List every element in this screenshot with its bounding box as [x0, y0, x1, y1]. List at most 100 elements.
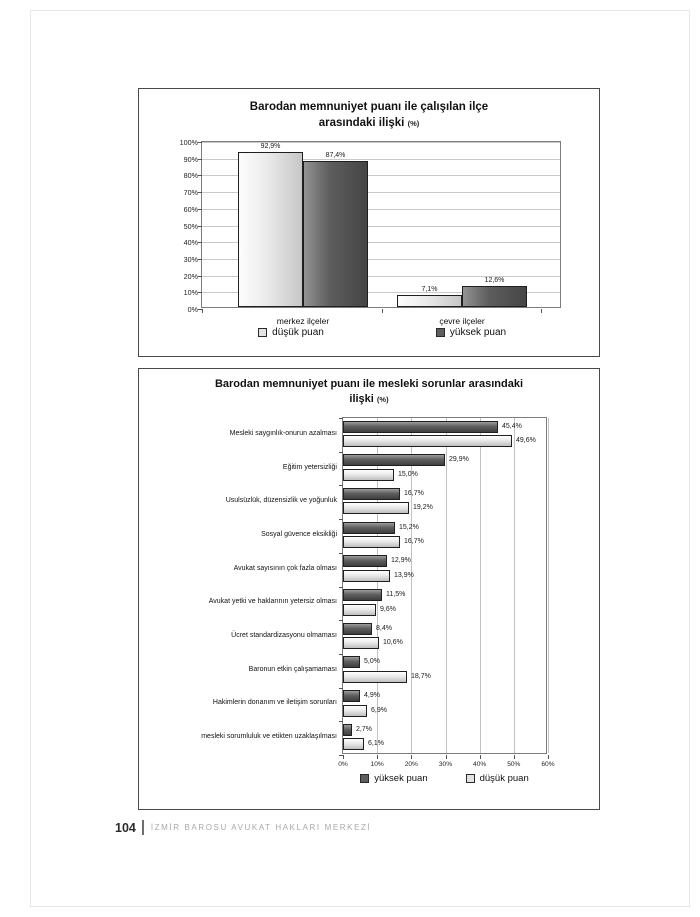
category-label: Baronun etkin çalışamaması	[248, 665, 337, 673]
bar-dusuk	[397, 295, 462, 307]
category-axis-tick	[339, 418, 343, 419]
chart-title-line1: Barodan memnuniyet puanı ile mesleki sor…	[214, 378, 524, 390]
gridline	[202, 175, 560, 177]
x-axis-tick	[377, 755, 379, 759]
y-axis-tick	[198, 192, 202, 194]
bar-dusuk	[238, 152, 303, 307]
district-chart-panel: Barodan memnuniyet puanı ile çalışılan i…	[138, 88, 600, 357]
value-label: 7,1%	[421, 286, 438, 293]
bar-dusuk	[343, 468, 394, 481]
category-label: Usulsüzlük, düzensizlik ve yoğunluk	[225, 497, 337, 505]
value-label: 18,7%	[411, 672, 431, 680]
x-axis-tick	[411, 755, 413, 759]
plot-area: 0% 10% 20% 30% 40% 50% 60% 70% 80% 90% 100% 92,9% 87…	[180, 138, 561, 326]
value-label: 5,0%	[364, 658, 380, 666]
x-axis-tick	[202, 309, 203, 313]
category-axis-tick	[339, 620, 343, 622]
category-axis-tick	[339, 687, 343, 689]
plot-area: 0% 10% 20% 30% 40% 50% 60% 45,4% 49,6% Mesleki sa…	[201, 417, 555, 768]
axis-tick-label: 40%	[183, 238, 198, 248]
gridline	[202, 258, 560, 260]
value-label: 6,9%	[371, 706, 387, 714]
value-label: 49,6%	[516, 437, 536, 444]
bar-yuksek	[343, 622, 372, 635]
category-axis-tick	[339, 451, 343, 453]
bar-dusuk	[343, 569, 390, 582]
category-axis-tick	[339, 755, 343, 756]
category-label: Sosyal güvence eksikliği	[261, 530, 337, 538]
gridline	[513, 418, 515, 753]
x-axis-tick	[343, 755, 344, 759]
axis-tick-label: 10%	[183, 288, 198, 298]
axis-tick-label: 30%	[438, 761, 453, 768]
value-label: 92,9%	[260, 143, 281, 150]
y-axis-tick	[198, 309, 202, 310]
legend-label: düşük puan	[272, 327, 324, 338]
chart-title-line1: Barodan memnuniyet puanı ile çalışılan i…	[249, 101, 489, 113]
bar-dusuk	[343, 637, 379, 650]
value-label: 11,5%	[386, 591, 406, 598]
axis-tick-label: 70%	[183, 188, 198, 198]
gridline	[445, 418, 447, 753]
legend: yüksek puan düşük puan	[322, 773, 567, 784]
category-axis-tick	[339, 485, 343, 487]
y-axis-tick	[198, 225, 202, 227]
value-label: 29,9%	[449, 456, 469, 464]
problems-chart-panel: Barodan memnuniyet puanı ile mesleki sor…	[138, 368, 600, 810]
value-label: 2,7%	[356, 725, 372, 733]
yuksek-puan-swatch-icon	[435, 328, 445, 337]
category-label: Avukat yetki ve haklarının yetersiz olma…	[208, 598, 337, 606]
gridline	[479, 418, 481, 753]
x-axis-tick	[513, 755, 515, 759]
y-axis-tick	[198, 275, 202, 277]
axis-tick-label: 60%	[183, 204, 198, 214]
bar-yuksek	[343, 555, 387, 568]
category-axis-tick	[339, 586, 343, 588]
bar-yuksek	[343, 589, 382, 601]
bar-yuksek	[462, 286, 527, 307]
bar-yuksek	[303, 161, 368, 307]
axis-tick-label: 20%	[404, 761, 418, 768]
y-axis-tick	[198, 242, 202, 244]
value-label: 87,4%	[325, 152, 346, 159]
axis-tick-label: 100%	[179, 138, 198, 147]
x-axis-tick	[382, 309, 383, 313]
axis-tick-label: 0%	[187, 305, 198, 314]
page-footer: 104 İZMİR BAROSU AVUKAT HAKLARI MERKEZİ	[115, 820, 371, 835]
gridline	[202, 275, 560, 277]
footer-divider	[141, 820, 144, 835]
category-axis-tick	[339, 653, 343, 655]
bar-dusuk	[343, 435, 512, 447]
value-label: 8,4%	[376, 624, 392, 632]
dusuk-puan-swatch-icon	[258, 328, 268, 337]
axis-tick-label: 40%	[473, 761, 487, 768]
gridline	[411, 418, 413, 753]
bar-dusuk	[343, 536, 400, 549]
value-label: 19,2%	[413, 504, 433, 512]
bar-yuksek	[343, 521, 395, 534]
bar-yuksek	[343, 690, 360, 703]
x-axis-tick	[548, 755, 549, 759]
category-label: Ücret standardizasyonu olmaması	[231, 632, 337, 640]
bar-dusuk	[343, 670, 407, 683]
value-label: 10,6%	[383, 639, 403, 647]
category-label: Mesleki saygınlık-onurun azalması	[229, 429, 337, 437]
y-axis-tick	[198, 158, 202, 160]
chart-title: Barodan memnuniyet puanı ile mesleki sor…	[139, 377, 599, 408]
legend-label: düşük puan	[479, 773, 529, 784]
axis-tick-label: 50%	[183, 221, 198, 231]
category-label: Hakimlerin donanım ve iletişim sorunları	[212, 699, 337, 707]
value-label: 15,0%	[398, 470, 418, 478]
category-label: çevre ilçeler	[439, 316, 485, 326]
bar-dusuk	[343, 603, 376, 616]
value-label: 16,7%	[404, 489, 424, 497]
axis-tick-label: 90%	[183, 154, 198, 164]
y-axis-tick	[198, 175, 202, 177]
legend: düşük puan yüksek puan	[201, 327, 561, 338]
gridline	[377, 418, 379, 753]
x-axis-tick	[479, 755, 481, 759]
gridline	[548, 418, 549, 753]
gridline	[202, 225, 560, 227]
page-number: 104	[115, 820, 136, 835]
y-axis-tick	[198, 258, 202, 260]
